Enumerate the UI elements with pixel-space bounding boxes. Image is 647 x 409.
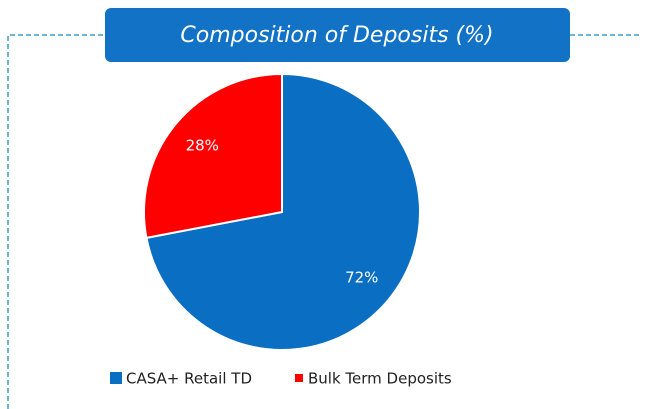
legend-label: CASA+ Retail TD: [126, 370, 252, 388]
pie-slice: [145, 72, 421, 351]
legend-label: Bulk Term Deposits: [308, 370, 452, 388]
title-box: [105, 8, 570, 62]
legend-swatch: [110, 372, 122, 384]
data-label: 28%: [186, 137, 219, 155]
pie-slice: [143, 72, 283, 240]
data-label: 72%: [345, 268, 378, 286]
chart-title: Composition of Deposits (%): [180, 23, 493, 48]
frame: [7, 34, 640, 409]
legend-swatch: [295, 374, 303, 382]
